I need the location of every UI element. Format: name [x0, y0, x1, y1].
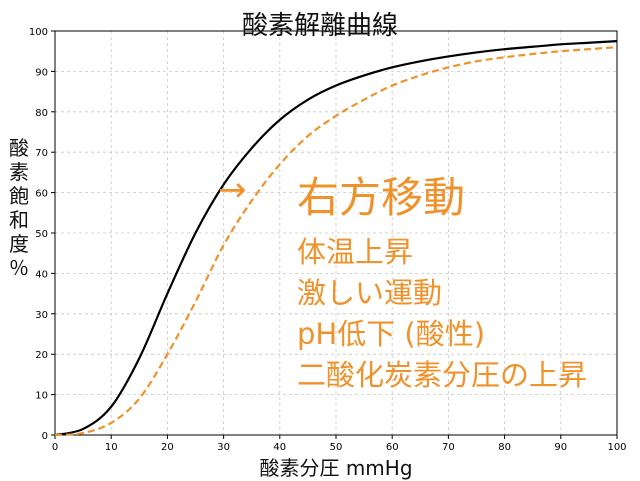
- annotation-cause: 体温上昇: [297, 235, 414, 269]
- series-line-normal: [54, 40, 618, 437]
- y-tick-label: 0: [42, 431, 48, 442]
- right-arrow-icon: →: [218, 170, 247, 210]
- x-tick-label: 30: [217, 442, 230, 453]
- x-tick-label: 80: [498, 442, 511, 453]
- y-tick-label: 70: [35, 148, 48, 159]
- y-tick-label: 20: [35, 350, 48, 361]
- y-tick-label: 50: [35, 229, 48, 240]
- y-axis-label-char: 度: [9, 232, 29, 256]
- y-tick-label: 80: [35, 108, 48, 119]
- chart-title: 酸素解離曲線: [241, 11, 398, 41]
- y-tick-label: 30: [35, 310, 48, 321]
- y-tick-label: 90: [35, 67, 48, 78]
- y-tick-label: 10: [35, 391, 48, 402]
- annotation-cause: 二酸化炭素分圧の上昇: [297, 358, 588, 392]
- y-axis-label: 酸素飽和度％: [6, 136, 32, 280]
- x-tick-label: 40: [273, 442, 286, 453]
- x-tick-label: 70: [442, 442, 455, 453]
- x-tick-label: 20: [161, 442, 174, 453]
- x-tick-label: 90: [554, 442, 567, 453]
- y-axis-label-char: 和: [9, 208, 29, 232]
- annotation-right-shift: 右方移動: [297, 173, 466, 222]
- y-axis-label-char: 酸: [9, 136, 29, 160]
- y-tick-label: 40: [35, 269, 48, 280]
- annotation-cause: pH低下 (酸性): [297, 317, 486, 351]
- y-tick-label: 100: [29, 27, 48, 38]
- x-tick-label: 10: [105, 442, 118, 453]
- annotation-cause: 激しい運動: [297, 276, 443, 310]
- y-axis-label-char: 飽: [9, 184, 29, 208]
- series-line-right-shift: [54, 46, 618, 437]
- y-axis-label-char: 素: [9, 160, 29, 184]
- x-tick-label: 60: [386, 442, 399, 453]
- x-axis-label: 酸素分圧 mmHg: [259, 456, 413, 480]
- x-tick-label: 50: [330, 442, 343, 453]
- y-axis-label-char: ％: [9, 256, 29, 280]
- x-tick-label: 0: [52, 442, 58, 453]
- x-tick-label: 100: [607, 442, 626, 453]
- y-tick-label: 60: [35, 189, 48, 200]
- annotation-causes-list: 体温上昇 激しい運動 pH低下 (酸性) 二酸化炭素分圧の上昇: [297, 232, 587, 396]
